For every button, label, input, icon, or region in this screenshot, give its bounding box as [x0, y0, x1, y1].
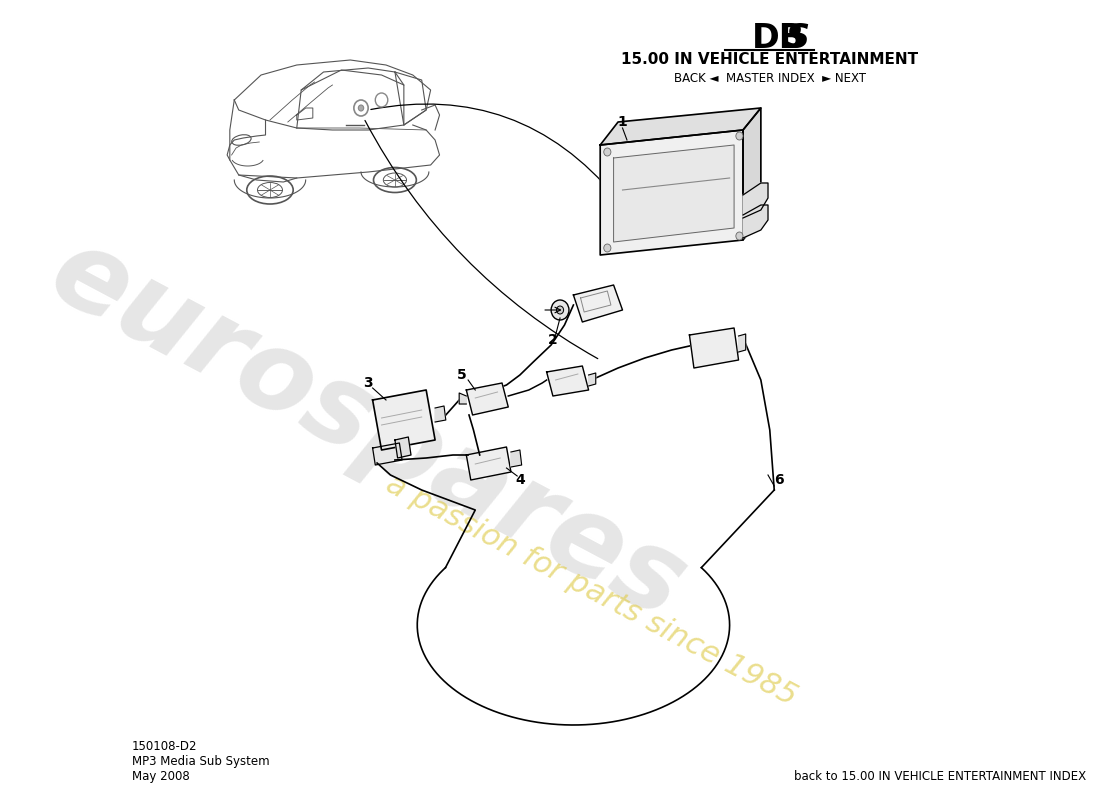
- Polygon shape: [742, 183, 768, 218]
- Text: 1: 1: [617, 115, 627, 129]
- Text: a passion for parts since 1985: a passion for parts since 1985: [381, 469, 802, 711]
- Circle shape: [736, 132, 743, 140]
- Polygon shape: [573, 285, 623, 322]
- Polygon shape: [466, 383, 508, 415]
- Polygon shape: [547, 366, 589, 396]
- Circle shape: [551, 300, 569, 320]
- Text: 3: 3: [363, 376, 373, 390]
- Text: S: S: [785, 22, 810, 55]
- Text: 15.00 IN VEHICLE ENTERTAINMENT: 15.00 IN VEHICLE ENTERTAINMENT: [621, 52, 918, 67]
- Text: eurospares: eurospares: [33, 218, 703, 642]
- Text: DB: DB: [752, 22, 805, 55]
- Text: BACK ◄  MASTER INDEX  ► NEXT: BACK ◄ MASTER INDEX ► NEXT: [674, 72, 866, 85]
- Polygon shape: [742, 205, 768, 238]
- Circle shape: [604, 148, 611, 156]
- Polygon shape: [395, 437, 411, 458]
- Polygon shape: [459, 393, 466, 404]
- Circle shape: [359, 105, 364, 111]
- Text: back to 15.00 IN VEHICLE ENTERTAINMENT INDEX: back to 15.00 IN VEHICLE ENTERTAINMENT I…: [794, 770, 1087, 783]
- Circle shape: [604, 244, 611, 252]
- Text: May 2008: May 2008: [132, 770, 189, 783]
- Text: 6: 6: [774, 473, 783, 487]
- Polygon shape: [601, 130, 742, 255]
- Polygon shape: [601, 108, 761, 145]
- Polygon shape: [512, 450, 521, 467]
- Text: MP3 Media Sub System: MP3 Media Sub System: [132, 755, 270, 768]
- Polygon shape: [588, 373, 596, 386]
- Text: 4: 4: [515, 473, 525, 487]
- Polygon shape: [466, 447, 512, 480]
- Text: 5: 5: [456, 368, 466, 382]
- Polygon shape: [373, 390, 436, 450]
- Polygon shape: [742, 108, 761, 240]
- Circle shape: [557, 306, 563, 314]
- Polygon shape: [373, 443, 403, 465]
- Polygon shape: [614, 145, 734, 242]
- Circle shape: [736, 232, 743, 240]
- Polygon shape: [436, 406, 446, 422]
- Text: 2: 2: [548, 333, 558, 347]
- Polygon shape: [690, 328, 738, 368]
- Polygon shape: [738, 334, 746, 352]
- Text: 150108-D2: 150108-D2: [132, 740, 197, 753]
